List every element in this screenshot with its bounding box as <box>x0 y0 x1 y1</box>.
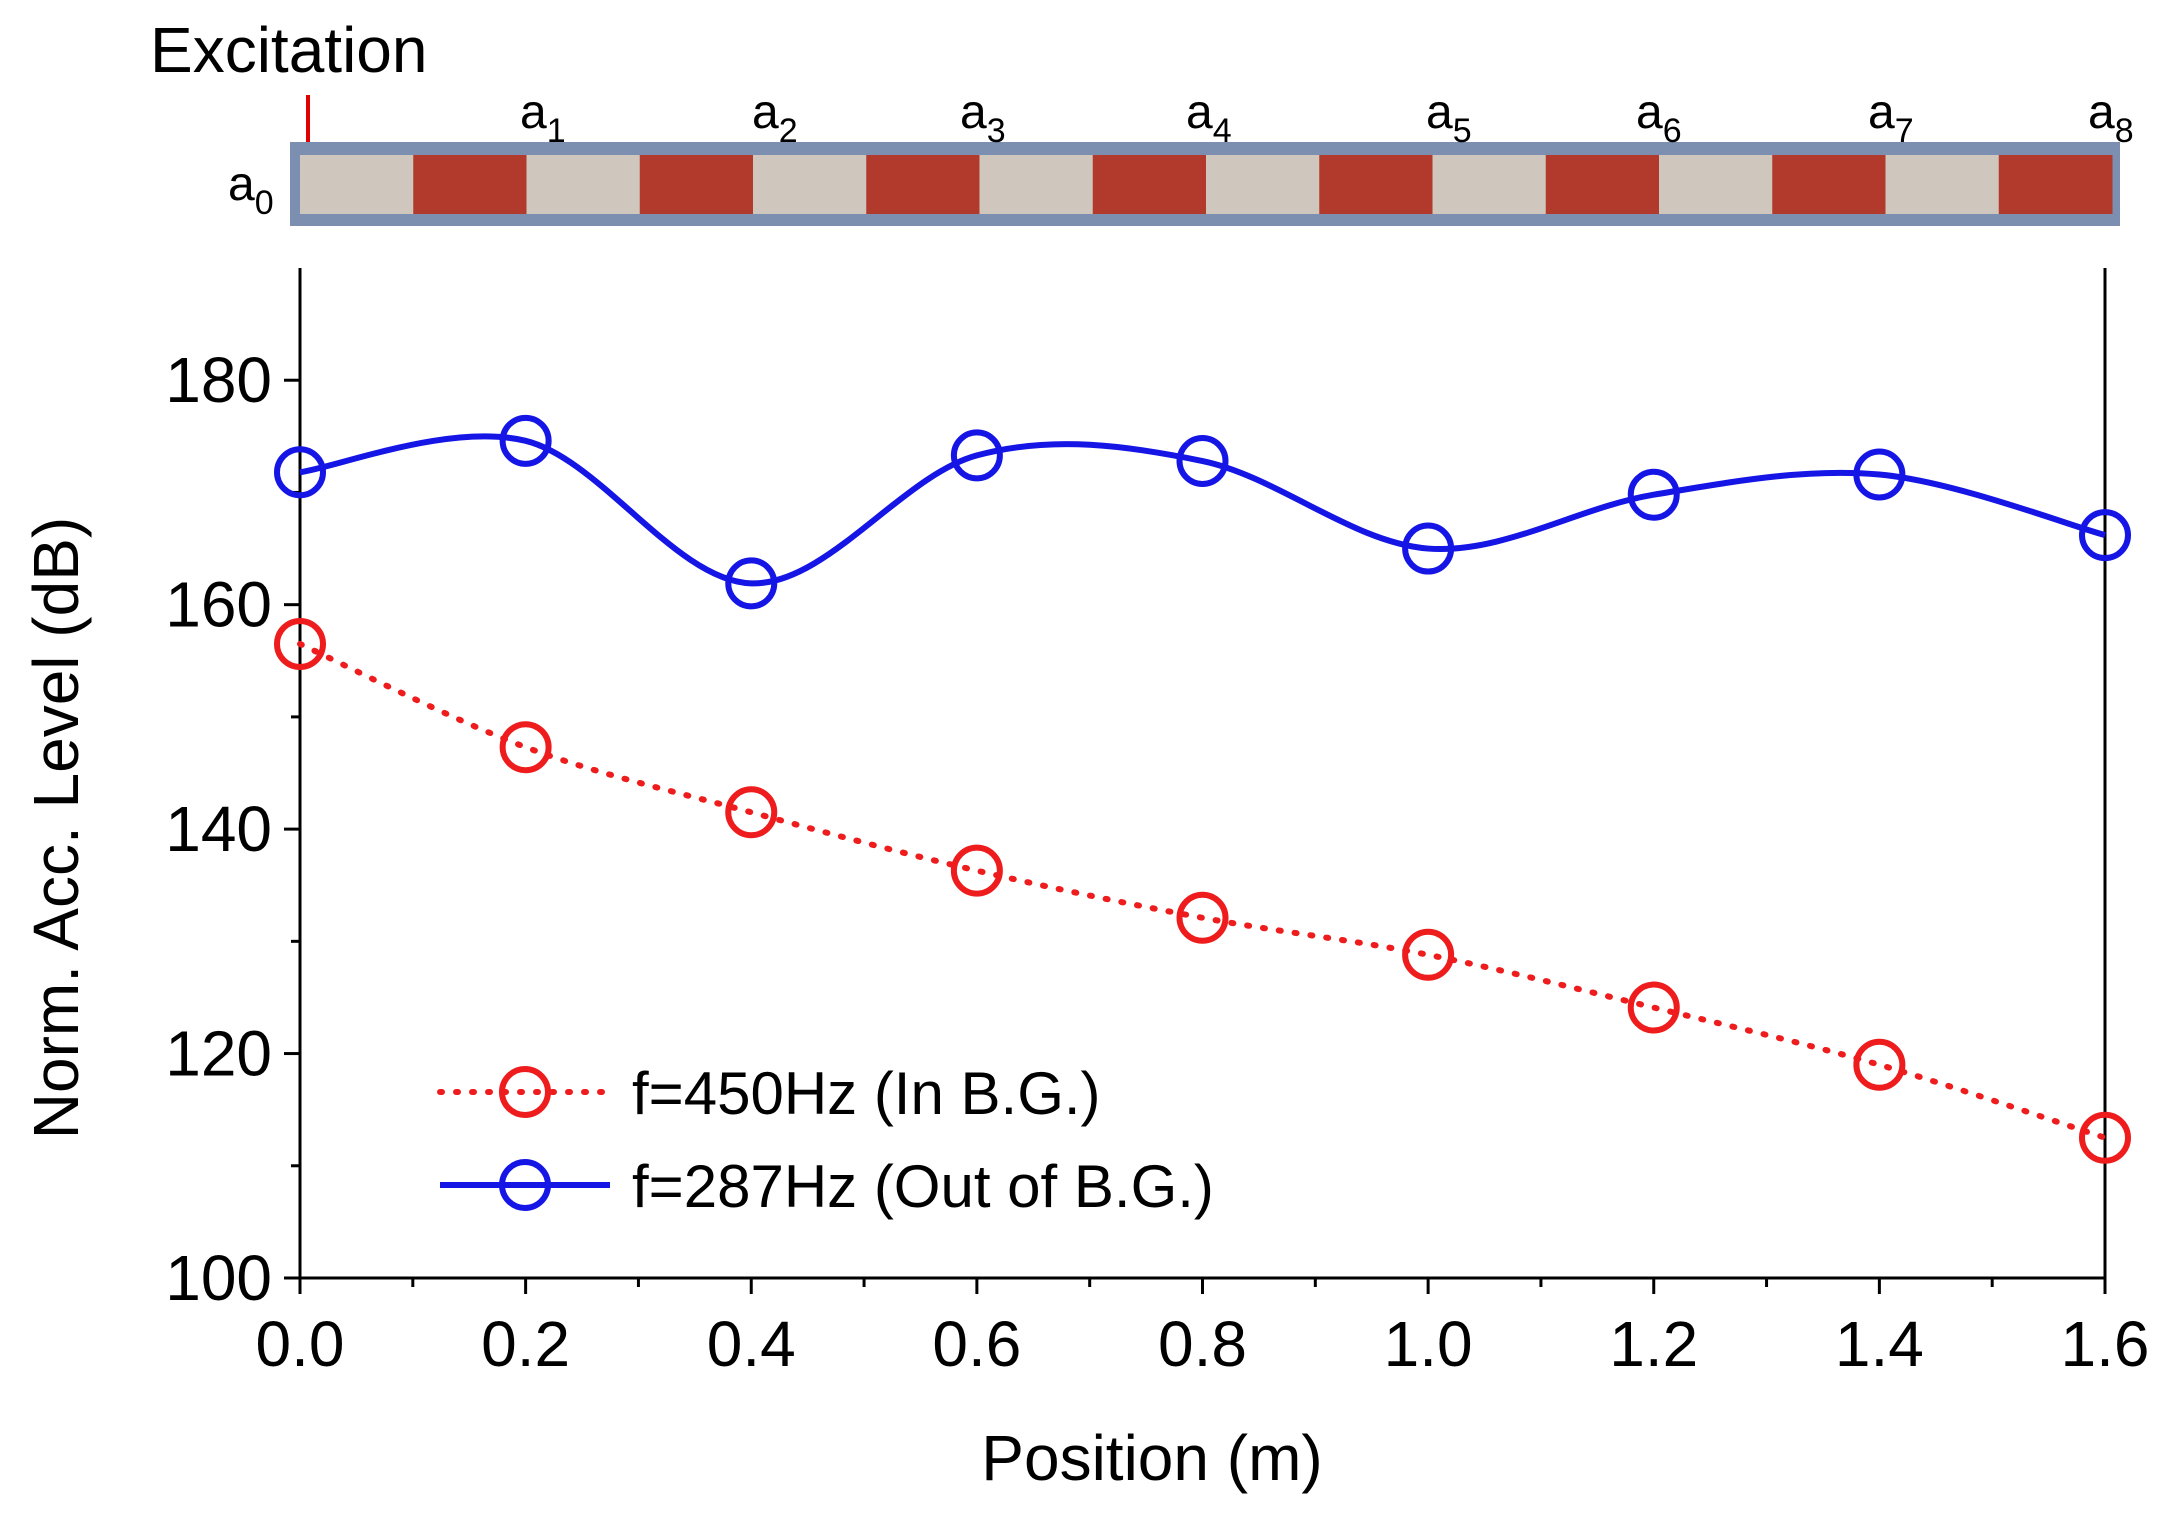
legend-marker-287hz <box>499 1159 551 1211</box>
data-point-287hz <box>2079 509 2131 562</box>
x-tick-label: 0.2 <box>481 1308 570 1380</box>
beam-strip <box>290 142 2120 226</box>
position-label-a3: a3 <box>960 86 1006 150</box>
legend-label-450hz: f=450Hz (In B.G.) <box>632 1060 1101 1127</box>
position-label-a7: a7 <box>1868 86 1914 150</box>
data-point-450hz <box>1627 981 1680 1034</box>
y-tick-label: 180 <box>165 344 272 416</box>
y-axis-ticks: 100 120 140 160 180 <box>165 344 300 1314</box>
data-point-287hz <box>274 446 326 499</box>
beam-segment-aluminum <box>753 155 867 214</box>
beam-segment-rubber <box>1545 155 1660 214</box>
beam-segment-aluminum <box>1659 155 1773 214</box>
beam-segment-aluminum <box>1432 155 1547 214</box>
data-point-450hz <box>2079 1111 2131 1164</box>
data-point-450hz <box>499 721 552 774</box>
x-tick-label: 1.2 <box>1609 1308 1698 1380</box>
data-point-287hz <box>499 414 552 467</box>
beam-segment-rubber <box>413 155 527 214</box>
data-point-287hz <box>1853 448 1906 501</box>
legend-item-450hz: f=450Hz (In B.G.) <box>437 1060 1101 1127</box>
data-point-287hz <box>1402 522 1455 575</box>
legend-marker-450hz <box>499 1066 551 1118</box>
excitation-label: Excitation <box>150 14 427 86</box>
position-label-a4: a4 <box>1186 86 1232 150</box>
y-tick-label: 160 <box>165 569 272 641</box>
position-label-a8: a8 <box>2088 86 2134 150</box>
position-label-a5: a5 <box>1426 86 1472 150</box>
series-layer <box>274 414 2131 1164</box>
position-label-a1: a1 <box>520 86 566 150</box>
x-tick-label: 1.4 <box>1835 1308 1924 1380</box>
data-point-450hz <box>1402 928 1455 981</box>
x-tick-label: 1.6 <box>2061 1308 2150 1380</box>
data-point-450hz <box>274 617 326 670</box>
data-point-450hz <box>1853 1038 1906 1091</box>
y-tick-label: 100 <box>165 1242 272 1314</box>
beam-segment-aluminum <box>1206 155 1320 214</box>
beam-segment-rubber <box>1092 155 1207 214</box>
position-labels: a0 a1 a2 a3 a4 a5 a6 a7 a8 <box>228 86 2134 222</box>
beam-segment-rubber <box>1772 155 1886 214</box>
data-point-450hz <box>725 786 778 839</box>
beam-segment-aluminum <box>300 155 414 214</box>
beam-segment-rubber <box>639 155 754 214</box>
beam-segment-aluminum <box>979 155 1094 214</box>
x-tick-label: 0.0 <box>256 1308 345 1380</box>
beam-segment-aluminum <box>1885 155 2000 214</box>
series-line-287hz <box>299 433 2106 587</box>
data-point-450hz <box>1176 891 1229 944</box>
x-tick-label: 1.0 <box>1384 1308 1473 1380</box>
x-axis-label: Position (m) <box>981 1422 1322 1494</box>
legend: f=450Hz (In B.G.) f=287Hz (Out of B.G.) <box>437 1060 1214 1220</box>
data-point-287hz <box>1627 468 1680 521</box>
beam-segment-rubber <box>1998 155 2113 214</box>
x-axis-ticks: 0.0 0.2 0.4 0.6 0.8 1.0 1.2 1.4 1.6 <box>256 1278 2150 1380</box>
position-label-a6: a6 <box>1636 86 1682 150</box>
beam-segment-rubber <box>1319 155 1433 214</box>
beam-header: Excitation a0 a1 a2 a3 a4 a5 a6 a7 a8 <box>150 14 2134 226</box>
data-point-450hz <box>950 844 1003 897</box>
beam-segment-aluminum <box>526 155 641 214</box>
legend-item-287hz: f=287Hz (Out of B.G.) <box>440 1153 1214 1220</box>
y-tick-label: 140 <box>165 793 272 865</box>
data-point-287hz <box>725 557 778 610</box>
beam-segment-rubber <box>866 155 980 214</box>
x-tick-label: 0.6 <box>932 1308 1021 1380</box>
y-axis-label: Norm. Acc. Level (dB) <box>20 517 92 1139</box>
axes <box>298 268 2107 1280</box>
data-point-287hz <box>950 429 1003 482</box>
position-label-a2: a2 <box>752 86 798 150</box>
legend-label-287hz: f=287Hz (Out of B.G.) <box>632 1153 1214 1220</box>
x-tick-label: 0.4 <box>707 1308 796 1380</box>
x-tick-label: 0.8 <box>1158 1308 1247 1380</box>
y-tick-label: 120 <box>165 1018 272 1090</box>
data-point-287hz <box>1176 435 1229 488</box>
position-label-a0: a0 <box>228 158 274 222</box>
series-line-450hz <box>297 640 2108 1141</box>
plot-area: 0.0 0.2 0.4 0.6 0.8 1.0 1.2 1.4 1.6 100 120 140 160… <box>20 268 2149 1494</box>
